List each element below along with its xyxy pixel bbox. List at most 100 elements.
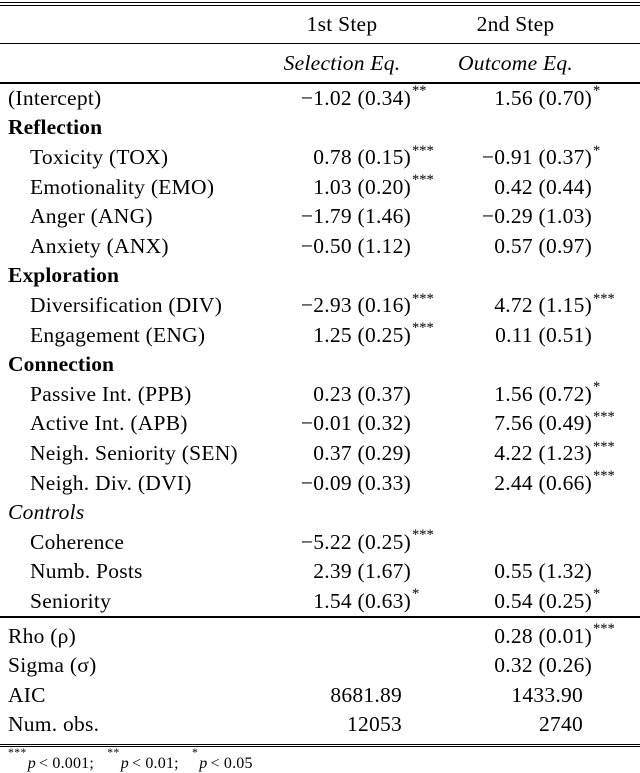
coefficient-se: 8681.89	[330, 682, 402, 707]
selection-eq-value: 0.23 (0.37)	[272, 382, 438, 407]
row-label: Reflection	[8, 115, 103, 140]
coefficient-se: 1.03 (0.20)	[313, 174, 411, 199]
row-label: Connection	[8, 352, 115, 377]
coefficient-se: −1.79 (1.46)	[300, 204, 411, 229]
step1-header: 1st Step	[306, 11, 378, 36]
coefficient-se: −5.22 (0.25)	[300, 529, 411, 554]
table-row: Rho (ρ) 0.28 (0.01) ***	[0, 621, 640, 651]
coefficient-se: 0.55 (1.32)	[494, 559, 592, 584]
table-row: Exploration	[0, 261, 640, 291]
outcome-eq-value: 0.55 (1.32)	[438, 559, 619, 584]
row-label: Rho (ρ)	[8, 623, 77, 648]
selection-eq-value: −0.09 (0.33)	[272, 471, 438, 496]
row-label: Anxiety (ANX)	[30, 233, 169, 258]
outcome-eq-value: 0.32 (0.26)	[438, 653, 619, 678]
table-row: Neigh. Div. (DVI) −0.09 (0.33) 2.44 (0.6…	[0, 468, 640, 498]
row-label: Passive Int. (PPB)	[30, 381, 192, 406]
coefficient-se: 1.56 (0.72)	[494, 381, 592, 406]
p-symbol: p	[120, 754, 129, 772]
footnote-seg2: **p < 0.01;	[107, 747, 188, 772]
coefficient-se: 0.57 (0.97)	[494, 233, 592, 258]
p-threshold: < 0.01;	[131, 754, 179, 772]
header-rule	[0, 42, 640, 45]
coefficient-se: 2740	[539, 712, 583, 737]
row-label: Toxicity (TOX)	[30, 145, 169, 170]
significance-stars: *	[593, 142, 601, 159]
row-label: Emotionality (EMO)	[30, 174, 215, 199]
outcome-eq-value: 2.44 (0.66) ***	[438, 468, 619, 496]
significance-stars: ***	[593, 438, 615, 455]
top-double-rule	[0, 2, 640, 6]
outcome-eq-header: Outcome Eq.	[458, 50, 573, 75]
coefficient-rows: (Intercept) −1.02 (0.34) ** 1.56 (0.70) * …	[0, 83, 640, 617]
coefficient-se: 0.28 (0.01)	[494, 623, 592, 648]
footnote-seg3: *p < 0.05	[192, 747, 262, 772]
coefficient-se: 1.54 (0.63)	[313, 588, 411, 613]
table-row: Toxicity (TOX) 0.78 (0.15) *** −0.91 (0.3…	[0, 143, 640, 173]
row-label: Sigma (σ)	[8, 653, 97, 678]
table-row: Emotionality (EMO) 1.03 (0.20) *** 0.42 (…	[0, 172, 640, 202]
selection-eq-value: −2.93 (0.16) ***	[272, 291, 438, 318]
selection-eq-value: 1.25 (0.25) ***	[272, 320, 438, 348]
coefficient-se: 0.11 (0.51)	[495, 322, 592, 347]
footnote-seg1: ***p < 0.001;	[8, 747, 103, 772]
significance-stars: *	[412, 586, 420, 603]
row-label: Diversification (DIV)	[30, 293, 223, 318]
significance-stars: ***	[412, 320, 434, 337]
selection-eq-value: 1.54 (0.63) *	[272, 586, 438, 614]
table-row: Diversification (DIV) −2.93 (0.16) *** 4.…	[0, 291, 640, 321]
row-label: (Intercept)	[8, 85, 102, 110]
table-row: Sigma (σ) 0.32 (0.26)	[0, 651, 640, 681]
coefficient-se: 0.23 (0.37)	[313, 381, 411, 406]
coefficient-se: 12053	[347, 712, 402, 737]
coefficient-se: 2.44 (0.66)	[494, 470, 592, 495]
p-symbol: p	[27, 754, 36, 772]
coefficient-se: −1.02 (0.34)	[300, 85, 411, 110]
table-row: Engagement (ENG) 1.25 (0.25) *** 0.11 (0.…	[0, 320, 640, 350]
outcome-eq-value: 4.22 (1.23) ***	[438, 438, 619, 466]
row-label: Anger (ANG)	[30, 204, 153, 229]
selection-eq-value: −5.22 (0.25) ***	[272, 527, 438, 555]
row-label: Exploration	[8, 263, 120, 288]
coefficient-se: 0.54 (0.25)	[494, 588, 592, 613]
three-stars: ***	[8, 747, 27, 760]
significance-stars: *	[593, 83, 601, 100]
significance-stars: *	[593, 379, 601, 396]
selection-eq-value: 12053	[272, 712, 438, 737]
coefficient-se: 1.56 (0.70)	[494, 85, 592, 110]
p-threshold: < 0.001;	[38, 754, 95, 772]
coefficient-se: −0.09 (0.33)	[300, 470, 411, 495]
significance-stars: ***	[593, 468, 615, 485]
coefficient-se: 0.37 (0.29)	[313, 441, 411, 466]
outcome-eq-value: 0.28 (0.01) ***	[438, 621, 619, 649]
table-row: Anxiety (ANX) −0.50 (1.12) 0.57 (0.97)	[0, 232, 640, 262]
step2-header: 2nd Step	[476, 11, 555, 36]
outcome-eq-value: 4.72 (1.15) ***	[438, 291, 619, 318]
row-label: Numb. Posts	[30, 559, 143, 584]
row-label: Coherence	[30, 529, 125, 554]
bottom-double-rule	[0, 743, 640, 748]
outcome-eq-value: 1.56 (0.72) *	[438, 379, 619, 407]
row-label: Seniority	[30, 588, 112, 613]
row-label: Controls	[8, 500, 85, 525]
outcome-eq-value: 0.54 (0.25) *	[438, 586, 619, 614]
stats-rule	[0, 616, 640, 618]
coefficient-se: 4.22 (1.23)	[494, 441, 592, 466]
selection-eq-value: −1.02 (0.34) **	[272, 83, 438, 111]
coefficient-se: 0.32 (0.26)	[494, 653, 592, 678]
significance-stars: ***	[412, 142, 434, 159]
row-label: Num. obs.	[8, 712, 100, 737]
row-label: Engagement (ENG)	[30, 322, 206, 347]
table-row: Reflection	[0, 113, 640, 143]
coefficient-se: 1.25 (0.25)	[313, 322, 411, 347]
outcome-eq-value: 7.56 (0.49) ***	[438, 409, 619, 436]
significance-stars: **	[412, 83, 427, 100]
selection-eq-value: −1.79 (1.46)	[272, 204, 438, 229]
selection-eq-value: 0.78 (0.15) ***	[272, 142, 438, 170]
significance-stars: ***	[412, 527, 434, 544]
p-threshold: < 0.05	[210, 754, 253, 772]
selection-eq-value: 1.03 (0.20) ***	[272, 172, 438, 200]
table-row: Seniority 1.54 (0.63) * 0.54 (0.25) *	[0, 586, 640, 617]
outcome-eq-value: 0.57 (0.97)	[438, 234, 619, 259]
